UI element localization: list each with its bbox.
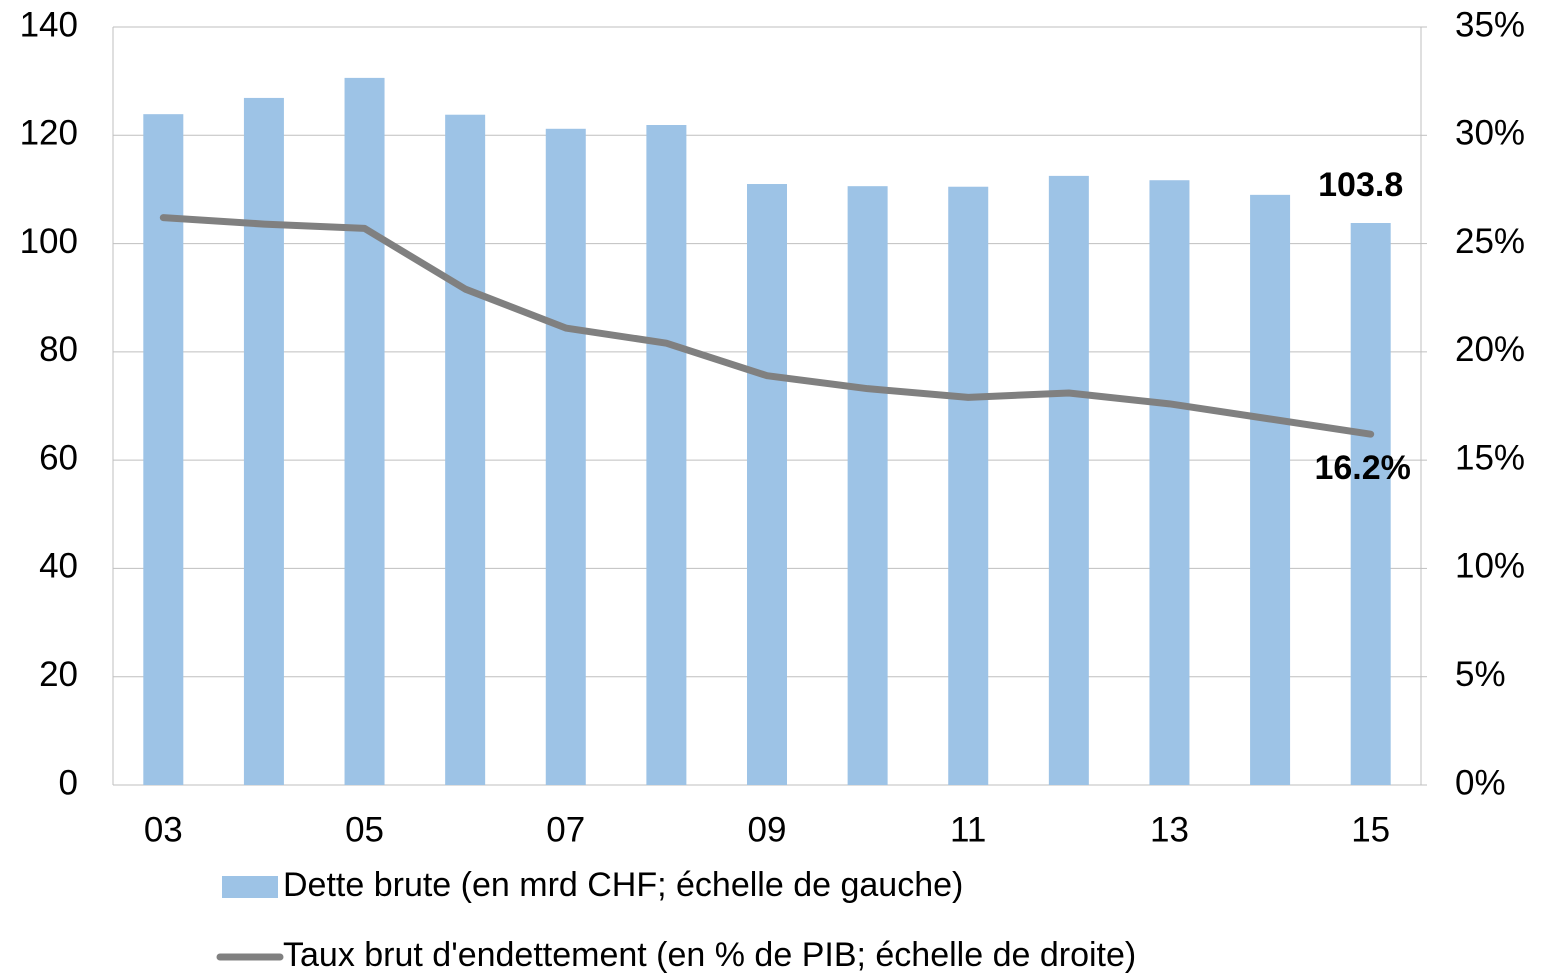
bar: [646, 124, 687, 785]
y-tick-label: 100: [20, 222, 78, 261]
legend-label: Dette brute (en mrd CHF; échelle de gauc…: [283, 866, 963, 904]
y-tick-label: 120: [20, 114, 78, 153]
y2-tick-label: 20%: [1455, 330, 1525, 369]
y2-tick-label: 35%: [1455, 5, 1525, 44]
y2-tick-label: 5%: [1455, 655, 1506, 694]
bar: [344, 77, 385, 785]
bar: [747, 184, 787, 785]
x-tick-label: 15: [1351, 810, 1390, 849]
legend-label: Taux brut d'endettement (en % de PIB; éc…: [283, 936, 1136, 974]
bar: [545, 128, 586, 785]
y-tick-label: 0: [59, 763, 78, 802]
y-tick-label: 60: [39, 438, 78, 477]
bar: [948, 186, 989, 785]
y-tick-label: 140: [20, 5, 78, 44]
legend-swatch: [222, 876, 278, 898]
bar: [445, 114, 486, 785]
bar: [847, 186, 888, 785]
bar: [1048, 175, 1089, 786]
data-label: 16.2%: [1314, 449, 1410, 487]
x-tick-label: 11: [950, 810, 986, 849]
data-label: 103.8: [1318, 166, 1403, 204]
bar: [1149, 180, 1190, 785]
y-tick-label: 80: [39, 330, 78, 369]
y2-tick-label: 15%: [1455, 438, 1525, 477]
line: [159, 214, 1375, 438]
x-tick-label: 09: [748, 810, 787, 849]
x-tick-label: 03: [144, 810, 183, 849]
x-tick-label: 05: [345, 810, 384, 849]
y-tick-label: 40: [39, 547, 78, 586]
y2-tick-label: 10%: [1455, 547, 1525, 586]
bar: [1250, 194, 1291, 786]
x-tick-label: 13: [1150, 810, 1189, 849]
x-tick-label: 07: [546, 810, 585, 849]
bar: [243, 97, 284, 786]
y2-tick-label: 0%: [1455, 763, 1506, 802]
y-tick-label: 20: [39, 655, 78, 694]
y2-tick-label: 25%: [1455, 222, 1525, 261]
bar: [1350, 222, 1391, 786]
bar: [143, 114, 184, 786]
y2-tick-label: 30%: [1455, 114, 1525, 153]
